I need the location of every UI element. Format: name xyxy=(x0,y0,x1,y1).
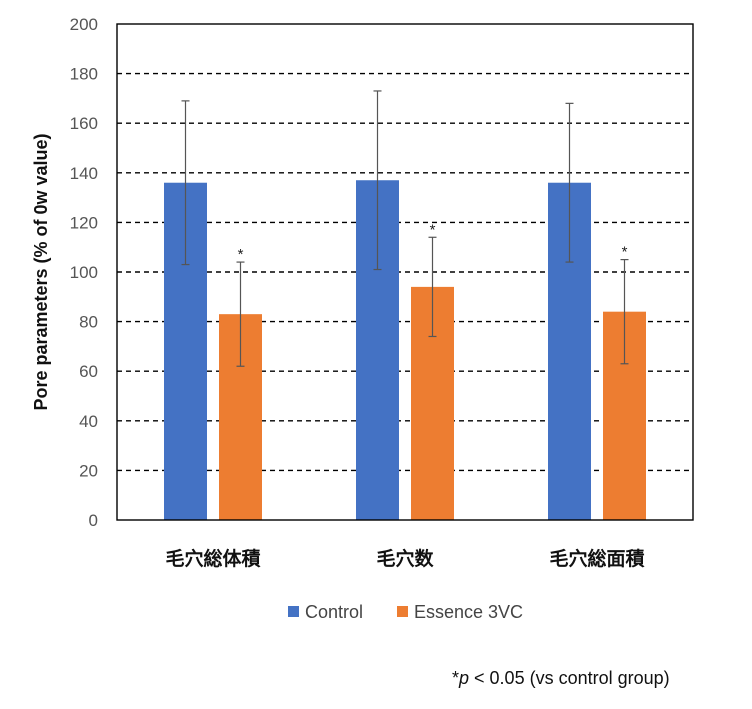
y-tick-label: 80 xyxy=(79,313,98,332)
footnote-star: * xyxy=(452,668,460,688)
y-tick-label: 100 xyxy=(70,263,98,282)
plot-frame xyxy=(116,23,694,521)
y-axis-label: Pore parameters (% of 0w value) xyxy=(31,133,51,410)
y-tick-label: 180 xyxy=(70,65,98,84)
category-label: 毛穴総体積 xyxy=(165,547,260,570)
y-tick-label: 140 xyxy=(70,164,98,183)
significance-star: * xyxy=(622,244,628,261)
significance-star: * xyxy=(430,221,436,238)
y-tick-label: 160 xyxy=(70,114,98,133)
footnote-p: p xyxy=(459,668,470,688)
y-tick-labels: 0 20 40 60 80 100 120 140 160 180 200 xyxy=(70,15,98,530)
footnote: *p < 0.05 (vs control group) xyxy=(452,668,670,689)
significance-star: * xyxy=(238,246,244,263)
y-tick-label: 200 xyxy=(70,15,98,34)
y-tick-label: 0 xyxy=(89,511,98,530)
category-labels: 毛穴総体積 毛穴数 毛穴総面積 xyxy=(165,547,644,570)
error-bars xyxy=(181,90,629,367)
y-tick-label: 40 xyxy=(79,412,98,431)
legend: Control Essence 3VC xyxy=(288,602,523,622)
footnote-text: < 0.05 (vs control group) xyxy=(469,668,670,688)
category-label: 毛穴総面積 xyxy=(549,547,644,570)
legend-swatch xyxy=(397,606,408,617)
legend-swatch xyxy=(288,606,299,617)
legend-label: Essence 3VC xyxy=(414,602,523,622)
y-tick-label: 60 xyxy=(79,362,98,381)
y-tick-label: 20 xyxy=(79,461,98,480)
bars xyxy=(164,180,646,521)
category-label: 毛穴数 xyxy=(376,547,434,570)
significance-markers: * * * xyxy=(238,221,628,263)
legend-label: Control xyxy=(305,602,363,622)
gridlines xyxy=(117,72,693,472)
y-tick-label: 120 xyxy=(70,213,98,232)
